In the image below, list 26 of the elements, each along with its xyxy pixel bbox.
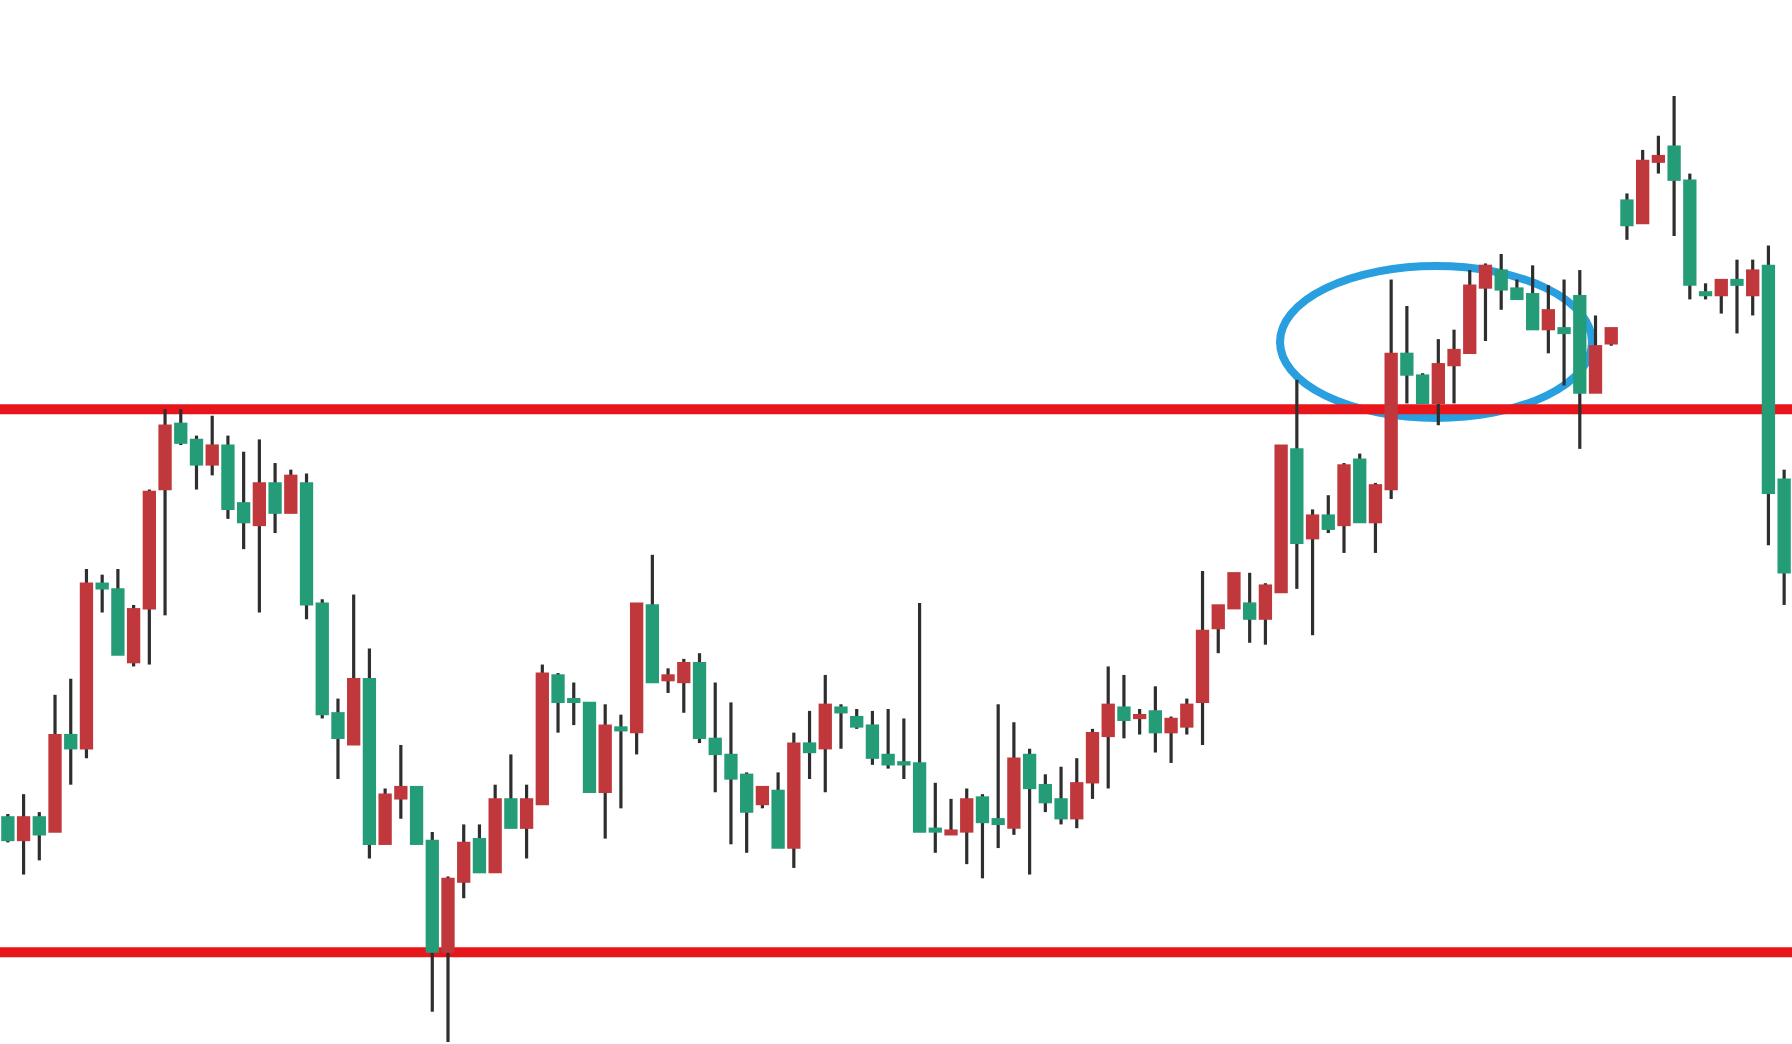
candlestick [1243,571,1257,645]
candlestick [268,461,282,535]
candlestick [755,784,770,810]
candlestick [818,673,832,794]
candlestick [1132,707,1147,737]
candlestick [1321,493,1335,535]
candlestick [472,822,487,875]
candlestick [32,810,46,862]
candlestick [504,752,518,830]
candlestick [1148,684,1163,755]
candlestick [1117,673,1131,740]
candlestick [64,677,78,787]
candlestick [1305,507,1320,637]
candlestick [614,713,628,810]
candlestick [284,468,298,515]
candlestick [802,709,817,781]
candlestick [1541,283,1556,355]
candlestick [1714,277,1728,316]
candlestick [834,702,848,751]
candlestick [16,792,31,877]
candlestick [1620,191,1634,242]
candlestick [1,812,15,844]
candlestick [252,437,267,615]
candlestick [205,414,219,477]
candlestick [1746,258,1760,318]
candlestick [1730,258,1744,336]
